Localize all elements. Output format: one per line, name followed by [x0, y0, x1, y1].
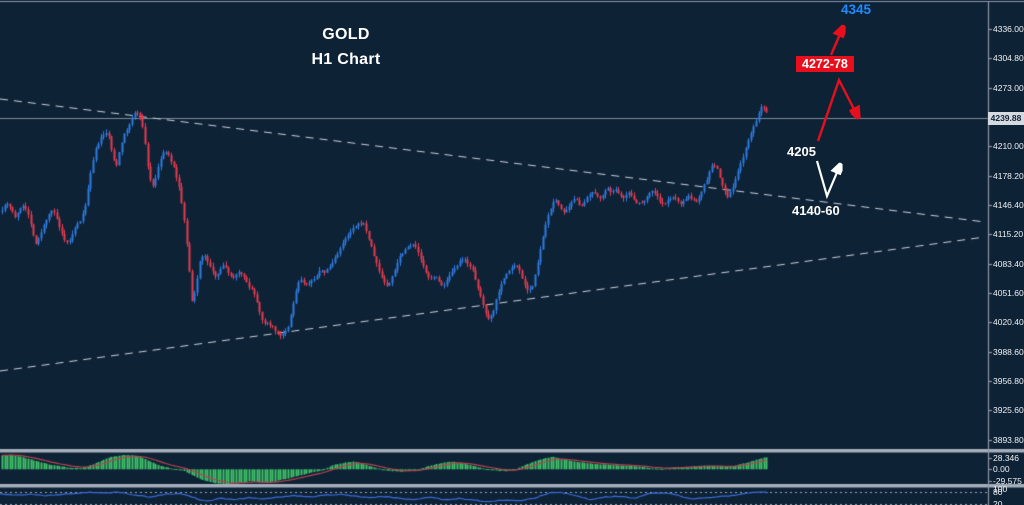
stoch-tick-label: 80 [993, 487, 1003, 498]
stoch-tick-label: 20 [993, 498, 1003, 505]
price-tick-label: 4146.40 [993, 200, 1024, 211]
price-tick-label: 4115.20 [993, 229, 1024, 240]
price-tick-label: 4304.80 [993, 52, 1024, 63]
annotation-support-zone: 4140-60 [792, 203, 840, 218]
chart-title: GOLD H1 Chart [266, 22, 426, 72]
annotation-support-4205: 4205 [787, 144, 816, 159]
price-tick-label: 4273.00 [993, 82, 1024, 93]
price-tick-label: 4336.00 [993, 24, 1024, 34]
price-tick-label: 3988.60 [993, 346, 1024, 357]
price-tick-label: 3956.80 [993, 376, 1024, 387]
price-tick-label: 4178.20 [993, 170, 1024, 181]
price-tick-label: 3893.80 [993, 434, 1024, 445]
price-tick-label: 4051.60 [993, 288, 1024, 299]
price-tick-label: 3925.60 [993, 405, 1024, 416]
macd-tick-label: 28.346 [993, 453, 1019, 464]
macd-tick-label: 0.00 [993, 464, 1010, 475]
price-tick-label: 4210.00 [993, 141, 1024, 152]
price-tick-label: 4083.40 [993, 258, 1024, 269]
chart-symbol: GOLD [322, 26, 370, 43]
stoch-tick-label: 100 [993, 483, 1008, 494]
annotation-resistance-zone: 4272-78 [796, 56, 854, 72]
annotation-target-up: 4345 [840, 2, 872, 17]
chart-timeframe: H1 Chart [311, 51, 381, 68]
price-tick-label: 4020.40 [993, 317, 1024, 328]
current-price-tag: 4239.88 [988, 112, 1024, 125]
macd-tick-label: -29.575 [993, 475, 1022, 486]
